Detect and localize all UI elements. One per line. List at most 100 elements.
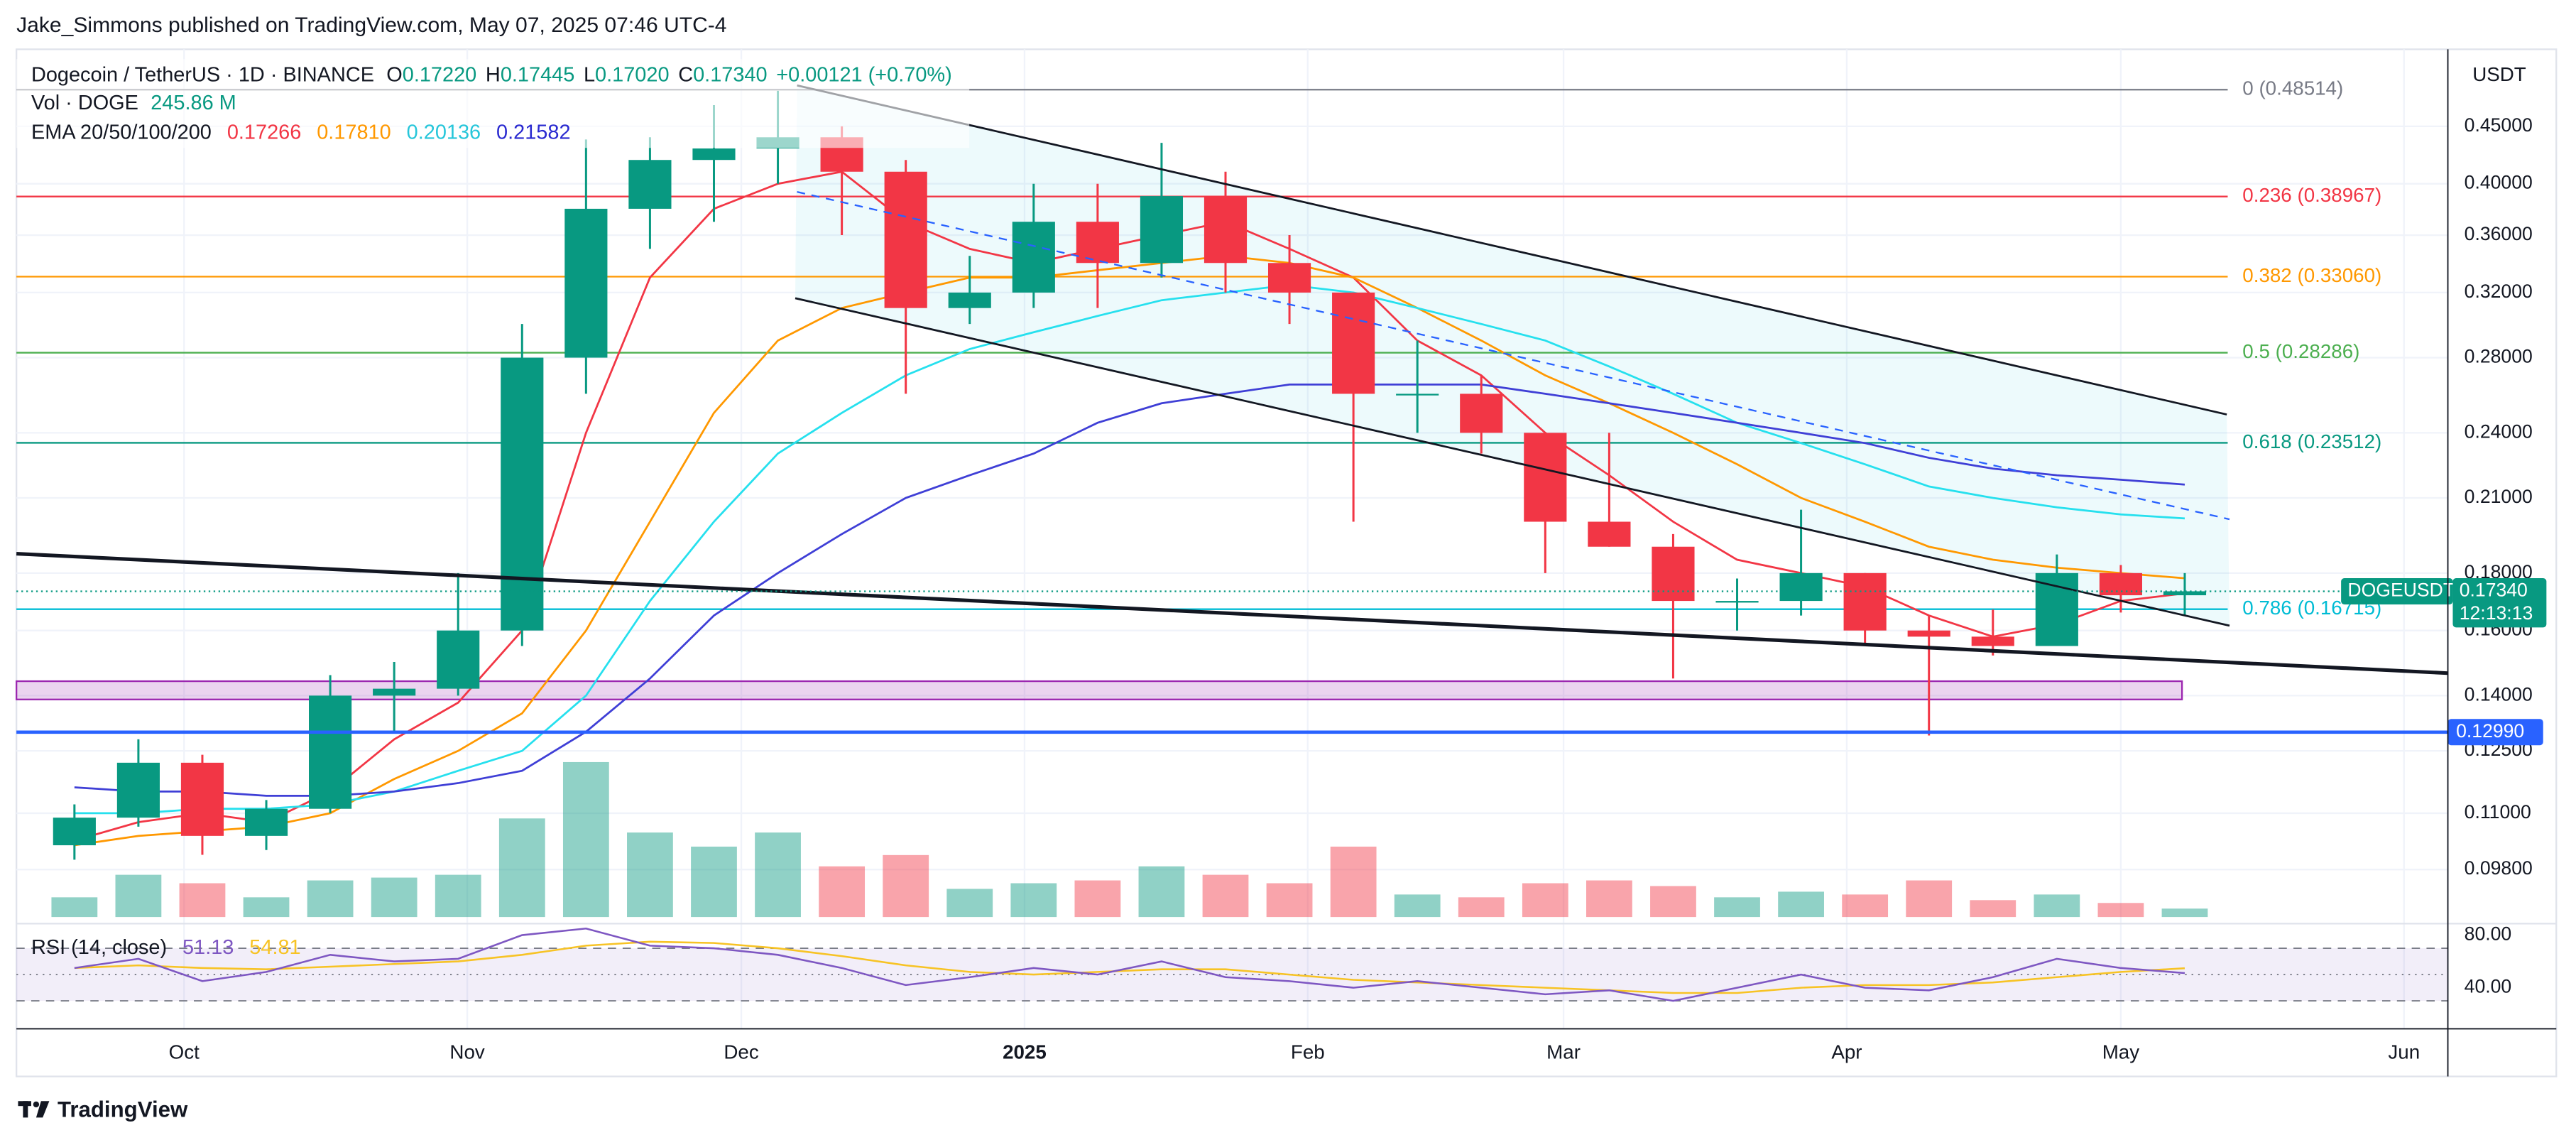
publisher: Jake_Simmons published on TradingView.co… <box>16 13 726 37</box>
candle-body <box>1396 393 1439 396</box>
vol-value: 245.86 M <box>151 91 236 114</box>
candle-body <box>1715 601 1759 603</box>
logo-part <box>33 1101 40 1108</box>
x-tick-label: Feb <box>1291 1041 1325 1063</box>
rsi-tick-label: 40.00 <box>2465 976 2512 997</box>
y-tick-label: 0.28000 <box>2465 346 2533 367</box>
candle-body <box>1524 433 1567 522</box>
candle-body <box>948 292 991 308</box>
volume-bar <box>371 877 417 918</box>
logo-part <box>23 1101 28 1118</box>
y-tick-label: 0.45000 <box>2465 114 2533 136</box>
legend-volume: Vol · DOGE 245.86 M <box>31 91 236 114</box>
trendline <box>16 552 2448 675</box>
volume-bar <box>1074 880 1121 918</box>
volume-bar <box>691 846 737 918</box>
support-label: 0.12990 <box>2456 720 2524 742</box>
volume-bar <box>1330 846 1377 918</box>
candle-body <box>1204 196 1248 264</box>
symbol[interactable]: Dogecoin / TetherUS · 1D · BINANCE <box>31 63 374 86</box>
ema-value: 0.20136 <box>407 121 481 143</box>
volume-bar <box>819 866 866 918</box>
ema-line <box>74 170 2185 842</box>
candle-body <box>1588 521 1631 547</box>
axis-unit[interactable]: USDT <box>2472 63 2526 85</box>
candle-body <box>1779 572 1823 602</box>
last-price-symbol: DOGEUSDT <box>2347 580 2455 601</box>
volume-bar <box>1778 891 1824 918</box>
volume-bar <box>307 880 354 918</box>
x-tick-label: Mar <box>1546 1041 1581 1063</box>
candle-body <box>628 160 672 209</box>
y-tick-label: 0.36000 <box>2465 223 2533 244</box>
candle-body <box>501 357 544 631</box>
volume-bar <box>1586 880 1632 918</box>
fib-label: 0.236 (0.38967) <box>2242 184 2381 206</box>
rsi-title[interactable]: RSI (14, close) <box>31 936 167 959</box>
last-price-label: 0.17340 <box>2460 580 2528 601</box>
volume-bar <box>243 897 290 918</box>
candle-body <box>1332 292 1375 394</box>
volume-bar <box>562 761 609 918</box>
volume-bar <box>755 832 801 918</box>
ema-line <box>74 283 2185 815</box>
ema-value: 0.21582 <box>496 121 571 143</box>
candle-body <box>180 762 224 836</box>
legend-bg <box>16 59 970 148</box>
volume-bar <box>627 832 673 918</box>
volume-bar <box>2097 903 2144 918</box>
x-tick-label: 2025 <box>1003 1041 1047 1063</box>
rsi-ma-line <box>74 940 2185 994</box>
x-tick-label: Apr <box>1831 1041 1862 1063</box>
candle-body <box>1460 393 1503 433</box>
candle-body <box>373 688 416 696</box>
volume-bar <box>946 889 993 918</box>
candle-body <box>692 148 736 161</box>
vol-label[interactable]: Vol · DOGE <box>31 91 138 114</box>
rsi-legend: RSI (14, close) 51.13 54.81 <box>31 936 301 959</box>
ema-value: 0.17810 <box>317 121 391 143</box>
fib-label: 0.618 (0.23512) <box>2242 430 2381 452</box>
y-tick-label: 0.40000 <box>2465 172 2533 193</box>
candle-body <box>1971 636 2014 646</box>
legend-ohlc: Dogecoin / TetherUS · 1D · BINANCE O 0.17… <box>31 63 952 86</box>
candle-body <box>1012 222 1055 293</box>
x-tick-label: May <box>2102 1041 2140 1063</box>
ema-value: 0.17266 <box>227 121 302 143</box>
c-value: 0.17340 <box>693 63 768 86</box>
x-tick-label: Jun <box>2388 1041 2420 1063</box>
h-value: 0.17445 <box>501 63 575 86</box>
candle-body <box>1652 546 1695 602</box>
brand[interactable]: TradingView <box>58 1097 188 1122</box>
volume-bar <box>179 883 226 918</box>
last-price-badge <box>2452 577 2547 628</box>
support-badge <box>2447 719 2543 746</box>
change: +0.00121 (+0.70%) <box>776 63 952 86</box>
y-tick-label: 0.14000 <box>2465 683 2533 705</box>
volume-bar <box>1842 894 1889 918</box>
x-tick-label: Nov <box>449 1041 484 1063</box>
brand-logo <box>18 1101 50 1118</box>
volume-bar <box>435 874 481 918</box>
plot: Oct Nov Dec 2025 Feb Mar Apr May Jun 0.45000 0.400… <box>15 49 2557 1077</box>
o-label: O <box>386 63 402 86</box>
fib-label: 0.5 (0.28286) <box>2242 340 2359 362</box>
candle-body <box>1907 630 1950 637</box>
volume-bar <box>2034 894 2080 918</box>
l-value: 0.17020 <box>595 63 669 86</box>
rsi-line <box>74 928 2185 1002</box>
y-tick-label: 0.24000 <box>2465 420 2533 442</box>
l-label: L <box>584 63 595 86</box>
ema-label[interactable]: EMA 20/50/100/200 <box>31 121 212 143</box>
candle-body <box>1076 222 1119 264</box>
candle-body <box>1140 196 1184 264</box>
volume-bar <box>1714 897 1760 918</box>
ema-line <box>74 383 2185 797</box>
countdown: 12:13:13 <box>2460 602 2533 624</box>
x-tick-label: Oct <box>169 1041 200 1063</box>
trendline <box>797 84 2227 416</box>
candle-body <box>2163 591 2207 596</box>
candle-body <box>244 808 288 836</box>
volume-bar <box>1906 880 1953 918</box>
y-tick-label: 0.32000 <box>2465 281 2533 302</box>
